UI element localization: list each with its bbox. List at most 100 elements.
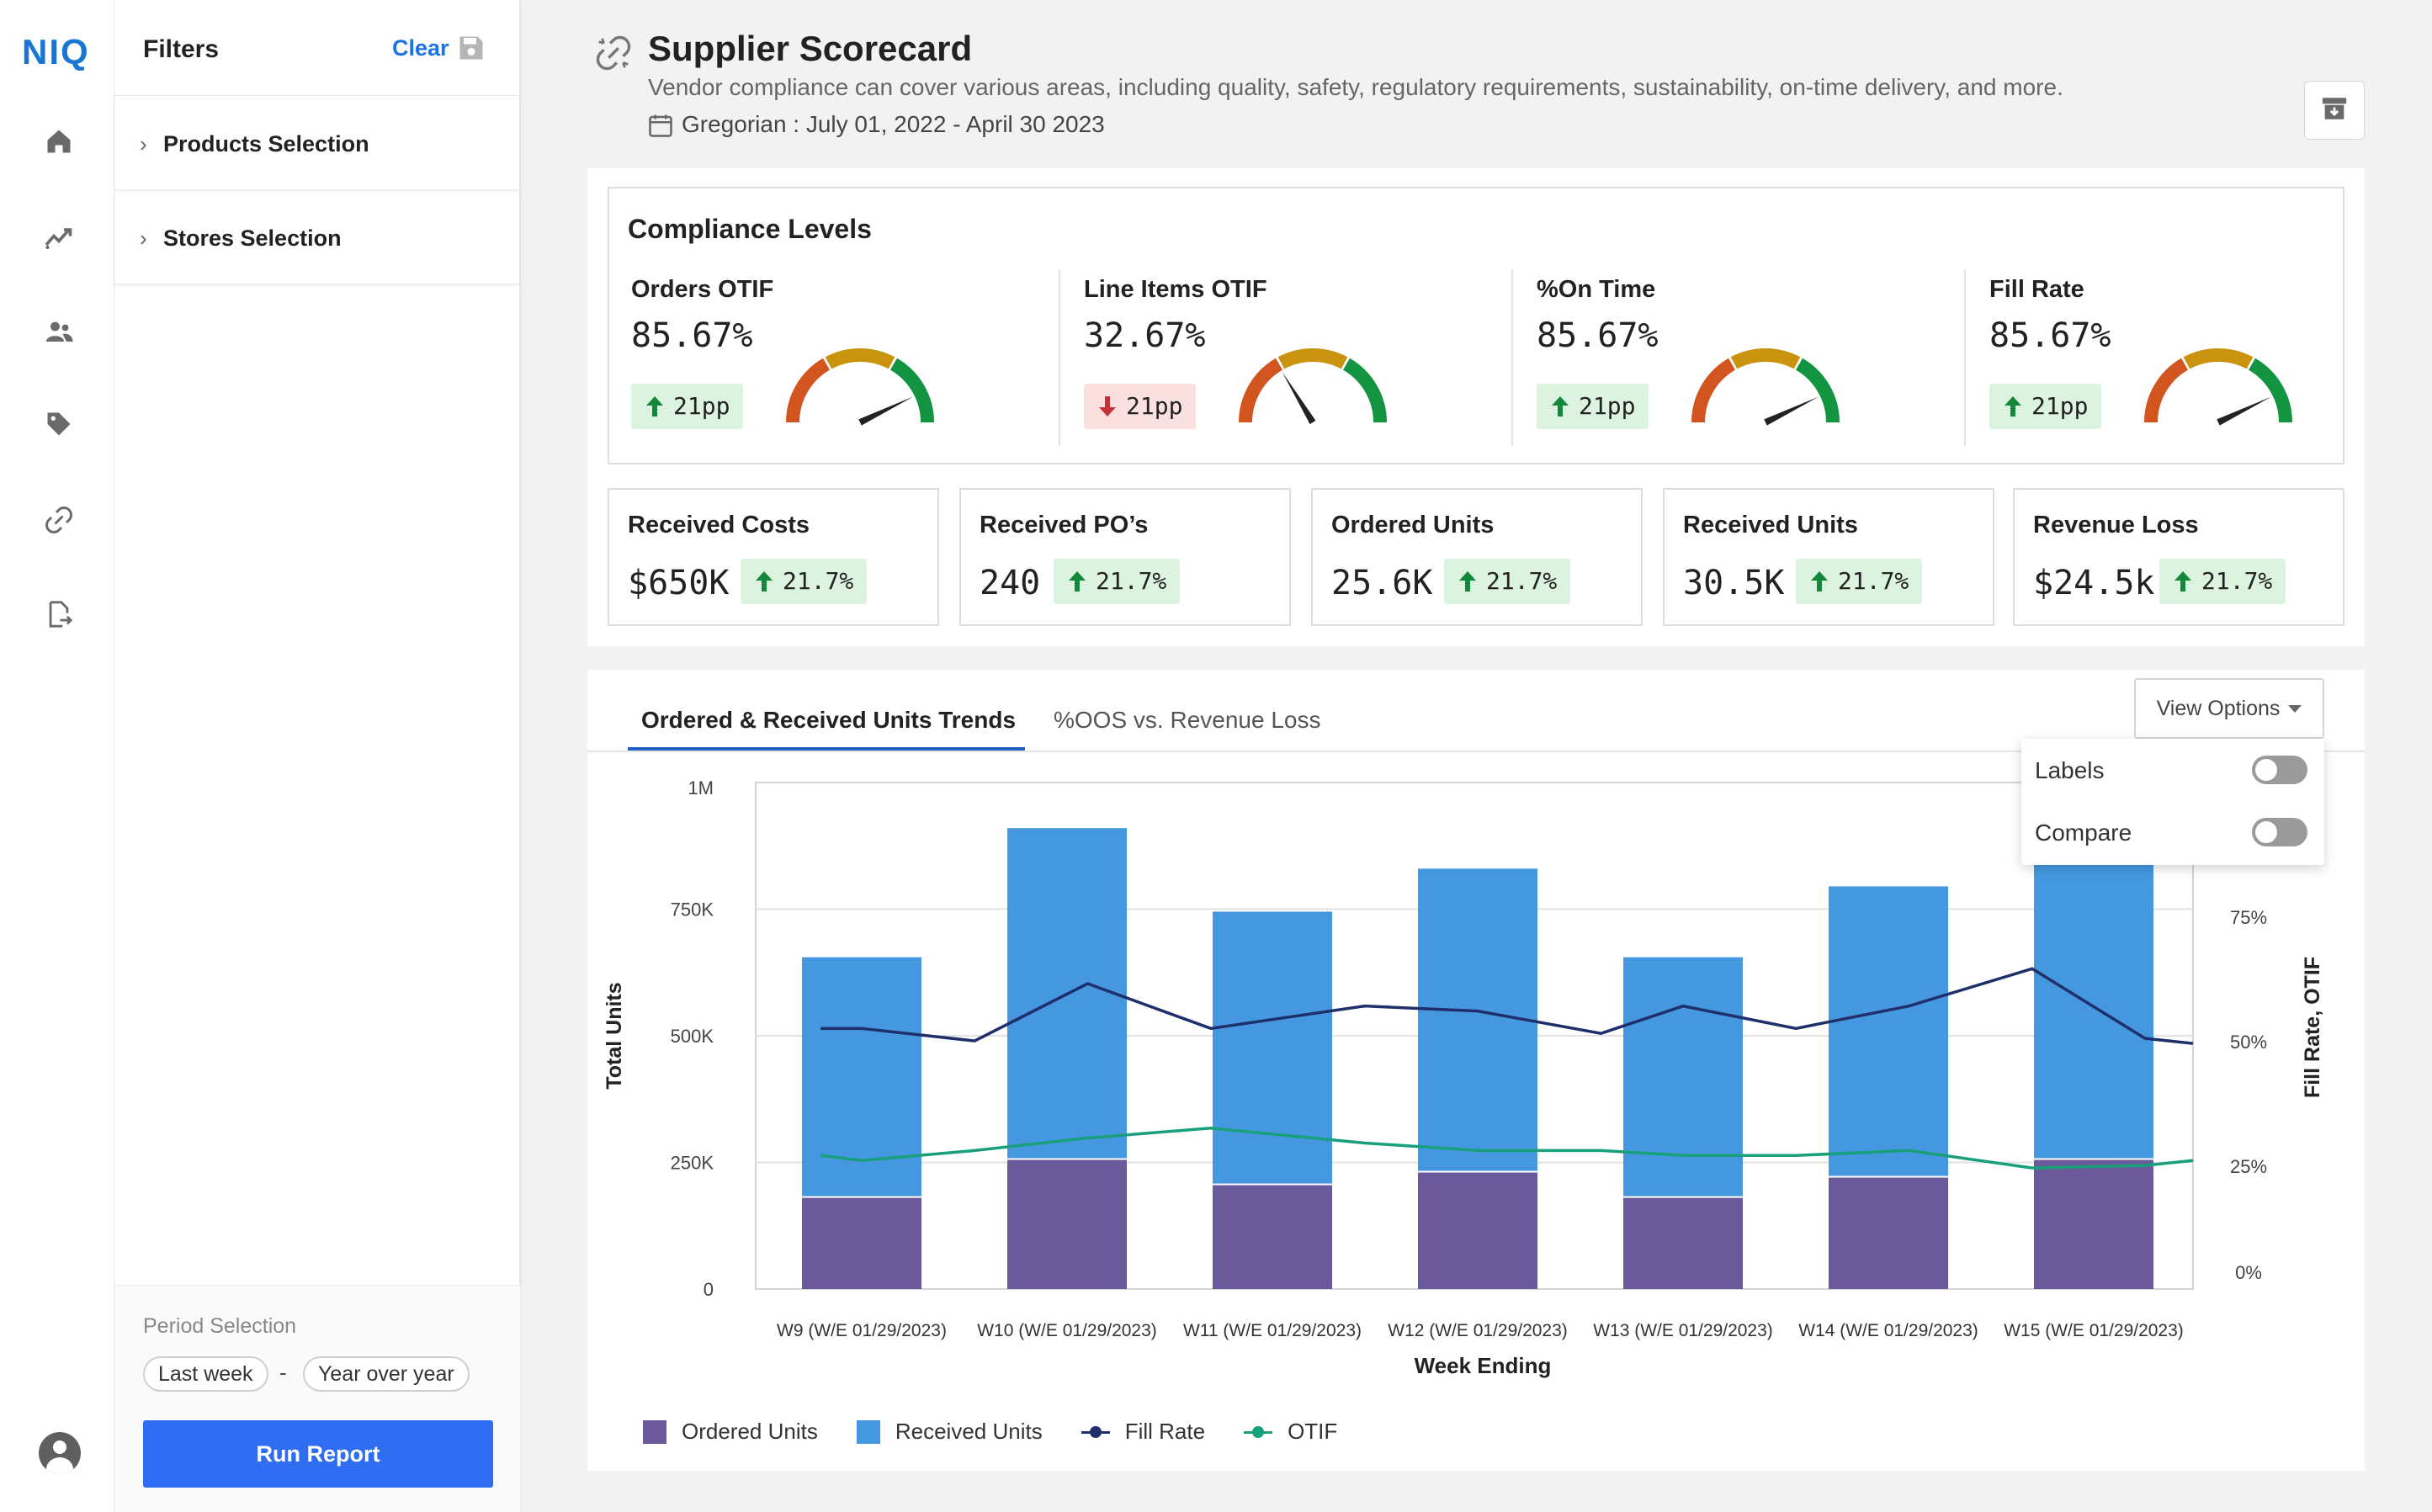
bar-ordered-units[interactable]: [2034, 1159, 2153, 1289]
period-selection: Period Selection Last week - Year over y…: [114, 1285, 520, 1512]
x-tick-label: W10 (W/E 01/29/2023): [977, 1321, 1157, 1340]
filters-header: Filters Clear: [114, 0, 519, 96]
trend-icon[interactable]: [42, 220, 76, 254]
arrow-up-icon: [2005, 396, 2021, 416]
legend-item-received-units[interactable]: Received Units: [856, 1419, 1043, 1445]
y-axis-title: Total Units: [603, 982, 626, 1089]
x-tick-label: W9 (W/E 01/29/2023): [777, 1321, 947, 1340]
metric-name: Revenue Loss: [2033, 512, 2199, 538]
gauge-card-orders-otif: Orders OTIF 85.67% 21pp: [613, 269, 1047, 446]
view-option-labels[interactable]: Labels: [2021, 739, 2324, 801]
gauge-name: Line Items OTIF: [1084, 276, 1267, 303]
metric-value: 240: [980, 564, 1041, 602]
tab-ordered-received-trends[interactable]: Ordered & Received Units Trends: [641, 707, 1017, 733]
y2-tick-label: 75%: [2230, 907, 2267, 928]
gauge-value: 85.67%: [1989, 316, 2111, 355]
stores-selection-label: Stores Selection: [163, 225, 342, 251]
gauge-segment-low: [1691, 358, 1736, 423]
metric-card-received-pos: Received PO’s 240 21.7%: [959, 488, 1291, 626]
period-from-chip[interactable]: Last week: [143, 1356, 268, 1392]
divider: [1964, 269, 1966, 446]
bar-ordered-units[interactable]: [802, 1197, 921, 1289]
delta-value: 21.7%: [2201, 567, 2273, 595]
legend-swatch: [856, 1419, 880, 1444]
metric-name: Ordered Units: [1331, 512, 1495, 538]
gauge-chart: [1691, 348, 1840, 426]
bar-ordered-units[interactable]: [1007, 1159, 1127, 1289]
y-tick-label: 0: [704, 1279, 714, 1300]
gauge-segment-low: [786, 358, 831, 423]
home-icon[interactable]: [42, 125, 76, 158]
y2-tick-label: 0%: [2235, 1262, 2262, 1283]
archive-button[interactable]: [2304, 81, 2365, 140]
delta-badge: 21.7%: [2159, 559, 2286, 604]
gauge-needle: [1282, 372, 1316, 425]
run-report-button[interactable]: Run Report: [143, 1420, 493, 1488]
metric-value: $650K: [628, 564, 730, 602]
delta-value: 21pp: [1579, 392, 1636, 420]
bar-received-units[interactable]: [1829, 886, 1948, 1176]
tab-oos-vs-revenue-loss[interactable]: %OOS vs. Revenue Loss: [1054, 707, 1321, 733]
compare-toggle[interactable]: [2252, 818, 2307, 846]
clear-filters-link[interactable]: Clear: [392, 35, 449, 61]
bar-ordered-units[interactable]: [1829, 1177, 1948, 1289]
bar-ordered-units[interactable]: [1418, 1172, 1537, 1289]
metric-card-received-costs: Received Costs $650K 21.7%: [608, 488, 939, 626]
y2-tick-label: 50%: [2230, 1032, 2267, 1053]
users-icon[interactable]: [42, 315, 76, 348]
x-tick-label: W14 (W/E 01/29/2023): [1798, 1321, 1978, 1340]
line-otif[interactable]: [820, 1126, 2194, 1170]
delta-badge: 21pp: [1989, 384, 2102, 429]
user-avatar-icon[interactable]: [39, 1432, 81, 1474]
labels-toggle[interactable]: [2252, 756, 2307, 784]
line-fill-rate[interactable]: [820, 967, 2194, 1045]
delta-value: 21pp: [1126, 392, 1183, 420]
bar-received-units[interactable]: [1213, 911, 1332, 1184]
products-selection[interactable]: › Products Selection: [114, 96, 519, 190]
chart-legend: Ordered Units Received Units Fill Rate O…: [643, 1419, 1376, 1445]
x-tick-label: W15 (W/E 01/29/2023): [2004, 1321, 2184, 1340]
save-icon[interactable]: [456, 32, 486, 64]
delta-value: 21pp: [2031, 392, 2089, 420]
arrow-up-icon: [1459, 571, 1476, 592]
arrow-up-icon: [756, 571, 773, 592]
delta-badge: 21pp: [631, 384, 744, 429]
view-option-compare[interactable]: Compare: [2021, 801, 2324, 863]
arrow-up-icon: [1069, 571, 1086, 592]
legend-label: OTIF: [1288, 1419, 1338, 1444]
legend-swatch: [1244, 1424, 1273, 1440]
filters-title: Filters: [143, 35, 220, 63]
delta-value: 21.7%: [1486, 567, 1558, 595]
bar-received-units[interactable]: [2034, 828, 2153, 1159]
legend-label: Ordered Units: [682, 1419, 818, 1444]
app-logo[interactable]: NIQ: [22, 32, 90, 72]
period-title: Period Selection: [143, 1314, 297, 1338]
report-export-icon[interactable]: [42, 597, 76, 631]
gauge-needle: [858, 396, 914, 426]
view-options-button[interactable]: View Options: [2134, 678, 2324, 739]
period-to-chip[interactable]: Year over year: [303, 1356, 470, 1392]
y-tick-label: 750K: [671, 899, 714, 920]
app-rail: NIQ: [0, 0, 114, 1512]
filters-panel: Filters Clear › Products Selection › Sto…: [114, 0, 520, 1512]
legend-item-otif[interactable]: OTIF: [1244, 1419, 1337, 1445]
legend-label: Received Units: [895, 1419, 1043, 1444]
link-icon[interactable]: [42, 503, 76, 537]
page-title: Supplier Scorecard: [648, 29, 973, 68]
gauge-value: 85.67%: [1537, 316, 1659, 355]
legend-item-fill-rate[interactable]: Fill Rate: [1081, 1419, 1205, 1445]
tag-icon[interactable]: [42, 407, 76, 441]
page-description: Vendor compliance can cover various area…: [648, 74, 2063, 100]
gauge-name: %On Time: [1537, 276, 1656, 303]
stores-selection[interactable]: › Stores Selection: [114, 190, 519, 284]
products-selection-label: Products Selection: [163, 131, 369, 157]
divider: [1059, 269, 1060, 446]
gauge-name: Orders OTIF: [631, 276, 774, 303]
bar-received-units[interactable]: [1623, 957, 1743, 1196]
gauge-segment-low: [1239, 358, 1283, 423]
bar-ordered-units[interactable]: [1623, 1197, 1743, 1289]
y-tick-label: 250K: [671, 1153, 714, 1174]
bar-ordered-units[interactable]: [1213, 1185, 1332, 1289]
legend-item-ordered-units[interactable]: Ordered Units: [643, 1419, 818, 1445]
gauge-card-fill-rate: Fill Rate 85.67% 21pp: [1971, 269, 2405, 446]
